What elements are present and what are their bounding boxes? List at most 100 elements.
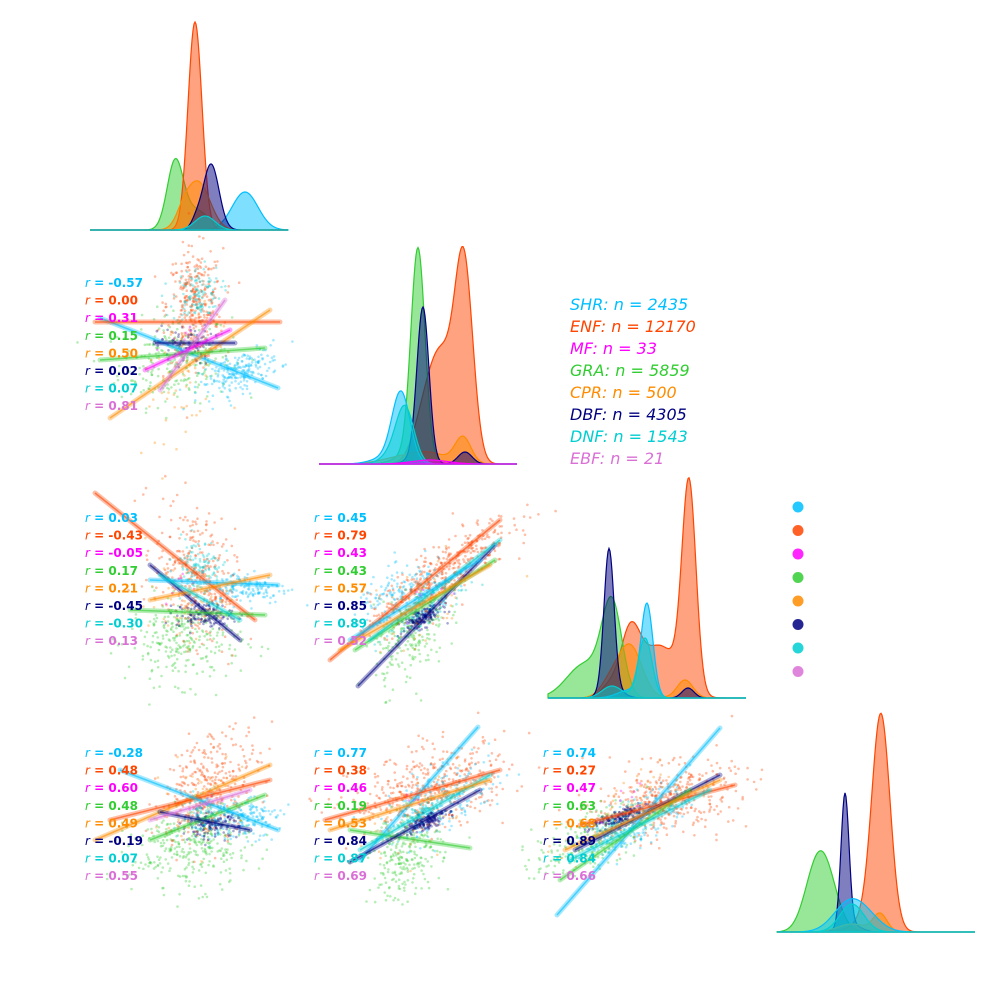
point-enf [194,309,197,313]
point-enf [527,731,531,735]
point-shr [245,384,249,388]
point-dbf [195,333,199,337]
point-gra [177,874,180,878]
point-shr [257,372,260,376]
point-gra [156,839,160,843]
point-dnf [200,283,204,287]
point-enf [197,315,201,319]
point-dbf [438,607,441,611]
point-shr [374,596,377,600]
point-enf [193,290,197,294]
point-shr [234,379,237,383]
point-cpr [187,647,190,651]
point-shr [232,588,236,591]
point-gra [247,643,250,646]
point-shr [233,364,237,368]
point-enf [203,271,207,274]
point-shr [222,369,226,372]
point-enf [160,555,163,559]
point-enf [235,555,239,559]
point-dnf [182,307,186,311]
point-cpr [450,617,454,620]
point-gra [220,643,223,646]
point-enf [214,264,218,267]
point-gra [397,878,401,881]
point-enf [432,764,435,767]
point-enf [208,280,211,284]
point-gra [222,860,226,864]
point-enf [200,273,204,277]
point-enf [197,297,201,301]
point-enf [199,345,203,348]
point-dbf [399,632,403,636]
point-dnf [196,542,200,546]
point-enf [487,535,491,539]
point-shr [250,373,254,377]
point-enf [404,785,407,789]
point-dbf [203,329,207,333]
point-gra [148,677,152,680]
point-shr [268,360,272,364]
point-enf [237,568,241,572]
point-enf [187,280,191,284]
point-cpr [167,826,171,830]
point-gra [139,861,143,864]
point-shr [388,592,392,595]
kde-panel-1 [90,20,289,231]
point-dnf [199,827,202,830]
point-enf [182,518,185,522]
point-gra [183,378,186,381]
point-cpr [176,755,179,759]
point-gra [177,349,181,353]
point-enf [202,274,206,277]
point-cpr [449,604,453,607]
point-enf [192,296,196,300]
point-gra [426,654,430,657]
point-enf [490,799,494,802]
point-enf [205,295,209,298]
point-gra [201,657,205,660]
point-enf [233,782,237,786]
point-enf [426,773,430,776]
point-enf [373,772,377,776]
point-enf [169,330,173,334]
point-gra [183,691,186,694]
point-gra [164,847,168,850]
point-gra [228,872,232,875]
point-shr [396,585,399,588]
point-cpr [176,824,179,827]
point-enf [210,267,213,271]
point-gra [207,364,210,367]
point-gra [151,391,155,394]
point-enf [412,765,416,769]
point-cpr [169,598,173,601]
point-shr [216,375,220,378]
point-gra [176,349,179,352]
point-enf [161,497,165,501]
point-dnf [186,270,189,274]
point-gra [184,879,188,883]
point-enf [382,791,385,795]
point-gra [177,842,181,846]
point-enf [433,792,437,795]
point-gra [219,390,223,393]
point-dbf [178,343,182,347]
point-enf [422,565,425,568]
point-dnf [211,288,215,292]
point-enf [188,315,192,319]
point-enf [231,743,235,747]
point-dnf [169,305,173,308]
point-dbf [181,614,184,618]
point-cpr [186,346,190,350]
point-enf [172,293,176,296]
point-gra [408,863,411,867]
point-shr [264,833,267,836]
point-dbf [396,634,400,638]
point-dnf [197,295,201,298]
point-enf [184,283,188,286]
point-gra [204,361,207,365]
point-enf [481,546,485,550]
point-enf [186,298,190,302]
point-gra [130,338,134,341]
point-enf [385,638,389,642]
